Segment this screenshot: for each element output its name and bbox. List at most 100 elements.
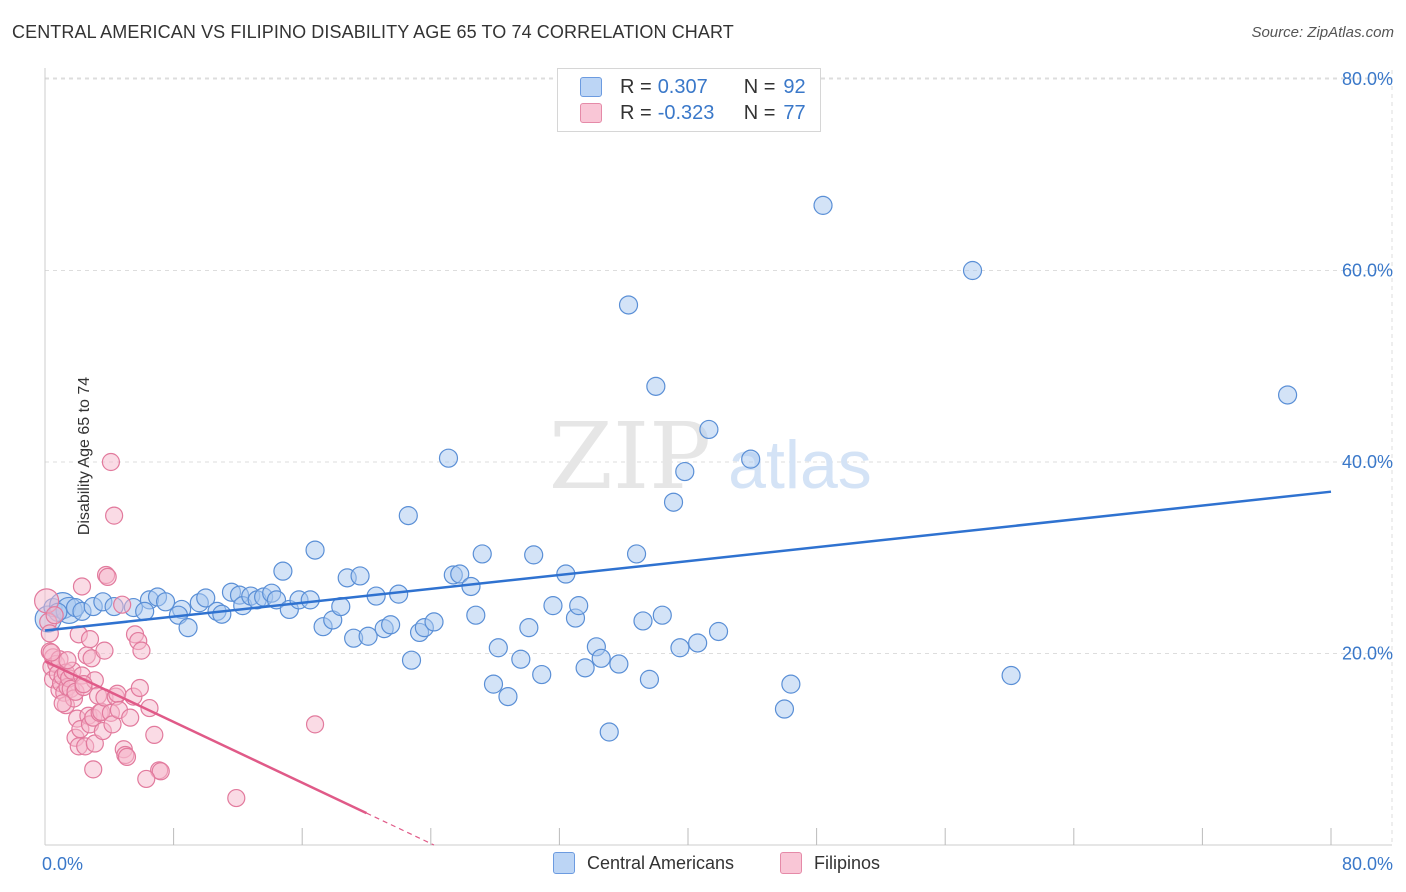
- filipinos-point: [40, 624, 59, 643]
- central-americans-point: [305, 540, 325, 560]
- central-americans-point: [626, 544, 647, 564]
- filipinos-point: [137, 769, 156, 789]
- legend-row-filipino: R = -0.323 N = 77: [580, 101, 806, 125]
- filipinos-points: [34, 452, 325, 808]
- central-americans-point: [483, 674, 504, 694]
- central-americans-point: [591, 648, 611, 668]
- central-americans-point: [401, 650, 422, 670]
- central-americans-point: [196, 588, 216, 608]
- source-label: Source: ZipAtlas.com: [1251, 24, 1394, 41]
- central-americans-point: [424, 612, 444, 632]
- central-americans-point: [519, 618, 539, 638]
- central-americans-point: [699, 419, 719, 440]
- filipinos-point: [98, 567, 117, 587]
- trend-lines: [44, 490, 1332, 846]
- central-americans-point: [438, 448, 459, 468]
- central-americans-point: [532, 664, 552, 685]
- central-americans-point: [599, 722, 619, 742]
- filipinos-point: [58, 651, 77, 670]
- central-americans-point: [618, 295, 639, 315]
- filipinos-point: [105, 506, 124, 525]
- central-americans-point: [1277, 385, 1298, 405]
- filipinos-point: [101, 452, 121, 472]
- central-americans-point: [135, 601, 155, 621]
- central-swatch: [580, 77, 602, 97]
- central-n-value: 92: [783, 75, 806, 98]
- filipinos-point: [80, 630, 100, 649]
- central-r-label: R =: [620, 75, 652, 98]
- filipinos-point: [305, 715, 325, 734]
- central-americans-point: [212, 604, 232, 624]
- chart-title: CENTRAL AMERICAN VS FILIPINO DISABILITY …: [12, 22, 734, 42]
- central-americans-points: [34, 195, 1298, 742]
- central-americans-point: [675, 461, 695, 482]
- central-americans-point: [781, 674, 801, 694]
- tick-labels: 20.0% 40.0% 60.0% 80.0% 0.0% 80.0%: [42, 69, 1393, 874]
- central-n-label: N =: [743, 75, 776, 98]
- y-tick-label: 80.0%: [1342, 69, 1393, 89]
- central-americans-point: [511, 649, 531, 669]
- central-americans-point: [569, 596, 589, 616]
- central-americans-point: [609, 654, 629, 674]
- central-americans-point: [488, 638, 508, 658]
- central-americans-point: [155, 592, 176, 612]
- central-americans-point: [639, 669, 660, 689]
- central-americans-point: [450, 564, 470, 584]
- central-americans-point: [466, 605, 486, 625]
- central-americans-point: [741, 449, 761, 469]
- central-americans-trendline: [44, 490, 1332, 632]
- filipinos-point: [130, 678, 149, 698]
- filipinos-swatch: [780, 852, 802, 874]
- zipatlas-watermark: ZIP atlas: [549, 403, 872, 510]
- y-tick-label: 20.0%: [1342, 644, 1393, 664]
- legend-item-filipinos[interactable]: Filipinos: [780, 852, 880, 874]
- central-americans-point: [398, 506, 418, 526]
- filipinos-trendline-extension: [366, 812, 435, 846]
- central-americans-point: [358, 626, 378, 646]
- filipinos-point: [95, 641, 114, 660]
- central-americans-label: Central Americans: [587, 852, 735, 873]
- filipinos-point: [45, 606, 64, 625]
- central-americans-point: [1001, 665, 1021, 686]
- x-tick-label: 80.0%: [1342, 854, 1393, 874]
- grid-lines: [45, 70, 1393, 845]
- filipinos-label: Filipinos: [814, 852, 881, 873]
- filipinos-point: [132, 641, 151, 660]
- stats-legend: R = 0.307 N = 92 R = -0.323 N = 77: [557, 68, 821, 132]
- central-americans-point: [646, 376, 666, 396]
- filipinos-point: [145, 725, 164, 744]
- filipinos-point: [42, 643, 61, 662]
- filipinos-point: [117, 747, 137, 767]
- central-americans-point: [273, 561, 293, 581]
- central-americans-point: [543, 596, 563, 616]
- legend-row-central: R = 0.307 N = 92: [580, 75, 806, 99]
- central-americans-point: [813, 195, 833, 215]
- central-americans-point: [524, 545, 544, 565]
- central-americans-point: [575, 658, 595, 678]
- filipinos-point: [53, 694, 72, 713]
- filipino-swatch: [580, 103, 602, 123]
- filipino-n-value: 77: [783, 101, 806, 124]
- legend-item-central-americans[interactable]: Central Americans: [553, 852, 734, 874]
- central-americans-point: [472, 544, 492, 564]
- x-tick-label: 0.0%: [42, 854, 83, 874]
- central-americans-point: [670, 638, 690, 658]
- central-americans-point: [461, 576, 481, 597]
- axes: [44, 68, 1392, 846]
- central-americans-point: [663, 492, 684, 512]
- filipino-n-label: N =: [743, 101, 776, 124]
- filipinos-point: [84, 760, 103, 779]
- central-americans-point: [962, 260, 983, 281]
- filipino-r-label: R =: [620, 101, 652, 124]
- filipino-r-value: -0.323: [657, 101, 715, 124]
- y-tick-label: 40.0%: [1342, 452, 1393, 472]
- filipinos-point: [72, 577, 92, 596]
- central-americans-point: [652, 605, 672, 625]
- central-americans-swatch: [553, 852, 575, 874]
- central-americans-point: [178, 618, 198, 638]
- central-americans-point: [381, 615, 401, 635]
- filipinos-point: [113, 595, 132, 614]
- y-axis-label: Disability Age 65 to 74: [76, 376, 94, 536]
- y-tick-label: 60.0%: [1342, 261, 1393, 281]
